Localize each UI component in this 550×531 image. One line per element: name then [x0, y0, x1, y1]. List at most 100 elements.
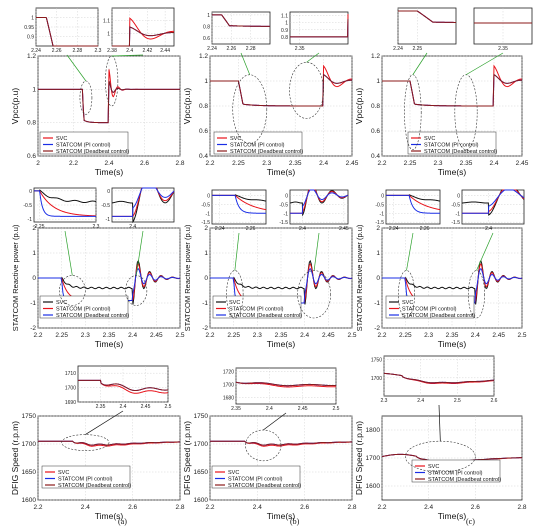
vpcc-a-inset-1-xtick-label: 2.4 — [126, 48, 133, 54]
q-a-ytick-label: -2 — [30, 325, 36, 332]
q-c-inset-0-ytick-label: -1 — [380, 211, 385, 217]
speed-c-legend-label: STATCOM (Deadbeat control) — [428, 477, 501, 483]
vpcc-b-legend-label: STATCOM (PI control) — [230, 143, 285, 149]
vpcc-b-inset-1-xtick-label: 2.35 — [295, 46, 305, 52]
speed-a-inset-0-ytick-label: 1710 — [65, 371, 76, 377]
q-b-ytick-label: -1 — [202, 300, 208, 307]
q-c-inset-0-ytick-label: -1.5 — [375, 220, 384, 226]
q-b-inset-0-xtick-label: 2.26 — [246, 226, 256, 232]
q-b-ytick-label: 0 — [204, 275, 208, 282]
q-c-zoom-arrow — [406, 232, 414, 271]
q-c-inset-0-ytick-label: -0.5 — [375, 202, 384, 208]
q-c-xtick-label: 2.4 — [471, 332, 480, 339]
vpcc-b-inset-0-xtick-label: 2.28 — [246, 46, 256, 52]
q-c-inset-0-ytick-label: 0 — [381, 193, 384, 199]
speed-c-inset-0: 2.3 2.4 2.5 2.6 1700 1750 — [371, 355, 498, 473]
vpcc-c-xtick-label: 2.45 — [516, 160, 529, 167]
vpcc-b-ytick-label: 1.2 — [199, 53, 208, 60]
q-a-xtick-label: 2.25 — [55, 332, 68, 339]
vpcc-b-ytick-label: 1 — [204, 78, 208, 85]
speed-b-inset-0-xtick-label: 2.35 — [231, 406, 241, 412]
speed-a-ytick-label: 1750 — [22, 413, 37, 420]
q-a-inset-1-ytick-label: 0 — [107, 189, 110, 195]
speed-c-inset-0-xtick-label: 2.5 — [454, 398, 461, 404]
q-c-inset-1-series-pi — [462, 189, 525, 214]
speed-a-legend-label: STATCOM (PI control) — [58, 477, 113, 483]
speed-b-inset-0-xtick-label: 2.45 — [298, 406, 308, 412]
speed-b-xtick-label: 2.2 — [205, 504, 214, 511]
speed-a-ytick-label: 1600 — [22, 497, 37, 504]
vpcc-c-series-deadbeat — [382, 73, 523, 107]
q-b-xtick-label: 2.5 — [347, 332, 356, 339]
vpcc-b-inset-1: 2.35 0.80.911.1 — [281, 11, 349, 119]
speed-c-zoom-arrow — [438, 404, 441, 442]
speed-b-inset-0-xtick-label: 2.4 — [266, 406, 273, 412]
q-b-xtick-label: 2.3 — [253, 332, 262, 339]
q-b-ytick-label: -2 — [202, 325, 208, 332]
q-a-inset-1-ytick-label: -0.5 — [101, 203, 110, 209]
vpcc-a-legend-box — [39, 131, 129, 155]
chart-q-a: 2.2 2.25 2.3 2.35 2.4 2.45 2.5 -2 -1 0 1 2 Time(s) ST… — [11, 187, 185, 349]
q-a-inset-0: 2.25 2.3 -1 -0.5 0 — [23, 187, 100, 306]
vpcc-a-inset-0-xtick-label: 2.26 — [52, 48, 62, 54]
q-c-xtick-label: 2.25 — [399, 332, 412, 339]
q-a-xtick-label: 2.3 — [81, 332, 90, 339]
vpcc-a-inset-1-frame — [111, 7, 175, 47]
speed-a-xtick-label: 2.8 — [175, 504, 184, 511]
q-c-zoom-ellipse — [468, 270, 485, 319]
speed-b-ytick-label: 1700 — [194, 441, 209, 448]
vpcc-b-ytick-label: 0.6 — [199, 128, 208, 135]
q-c-xtick-label: 2.5 — [517, 332, 526, 339]
vpcc-a-xtick-label: 2.4 — [104, 160, 113, 167]
speed-c-inset-0-xtick-label: 2.3 — [381, 398, 388, 404]
vpcc-c-ytick-label: 1 — [376, 78, 380, 85]
chart-speed-b: 2.2 2.4 2.6 2.8 1600 1650 1700 1750 Time(s) DFIG … — [182, 367, 357, 521]
vpcc-b-inset-1-ytick-label: 1.1 — [281, 14, 288, 20]
q-b-xlabel: Time(s) — [267, 339, 296, 349]
vpcc-c-inset-0-xtick-label: 2.24 — [393, 46, 403, 52]
speed-c-legend-label: SVC — [428, 464, 439, 470]
vpcc-a-inset-1-xtick-label: 2.44 — [160, 48, 170, 54]
q-b-zoom-ellipse — [297, 270, 331, 319]
vpcc-a-inset-0-ytick-label: 0.95 — [24, 25, 34, 31]
speed-b-inset-0-xtick-label: 2.5 — [333, 406, 340, 412]
speed-c-legend-box — [411, 459, 501, 483]
q-b-ytick-label: 2 — [204, 225, 208, 232]
q-a-ytick-label: 2 — [32, 225, 36, 232]
vpcc-a-xtick-label: 2 — [36, 160, 40, 167]
speed-a-inset-0: 2.35 2.4 2.45 2.5 1690 1700 1710 — [61, 365, 172, 451]
q-a-inset-1-xtick-label: 2.4 — [129, 224, 136, 230]
q-b-inset-0: 2.24 2.26 -1.5 -1 -0.5 0 — [201, 189, 267, 319]
vpcc-c-xtick-label: 2.3 — [433, 160, 442, 167]
q-a-ylabel: STATCOM Reactive power (p.u) — [11, 224, 20, 331]
q-b-inset-1-ytick-label: -0.5 — [279, 202, 288, 208]
q-b-inset-0-xtick-label: 2.24 — [215, 226, 225, 232]
speed-a-ytick-label: 1700 — [22, 441, 37, 448]
q-c-ylabel: STATCOM Reactive power (p.u) — [355, 224, 364, 331]
q-b-xtick-label: 2.2 — [205, 332, 214, 339]
vpcc-a-ytick-label: 0.6 — [27, 153, 36, 160]
vpcc-a-inset-1-xtick-label: 2.38 — [107, 48, 117, 54]
vpcc-a-legend-label: STATCOM (PI control) — [56, 143, 111, 149]
speed-a-xlabel: Time(s) — [95, 511, 124, 521]
q-b-zoom-ellipse — [226, 270, 244, 319]
speed-b-legend-label: SVC — [228, 470, 239, 476]
q-b-inset-0-ytick-label: -0.5 — [201, 202, 210, 208]
chart-vpcc-a: 2 2.2 2.4 2.6 2.8 0.6 0.8 1 1.2 Time(s) Vpcc(p.u) S… — [10, 7, 185, 177]
speed-a-xtick-label: 2.2 — [33, 504, 42, 511]
vpcc-c-xtick-label: 2.4 — [489, 160, 498, 167]
chart-q-c: 2.2 2.25 2.3 2.35 2.4 2.45 2.5 -2 -1 0 1 2 Time(s) ST… — [355, 189, 527, 349]
q-c-inset-0-xtick-label: 2.26 — [420, 226, 430, 232]
vpcc-b-xtick-label: 2.45 — [346, 160, 359, 167]
speed-c-inset-0-frame — [383, 355, 495, 397]
q-a-inset-1-series-pi — [112, 187, 175, 217]
vpcc-c-ytick-label: 0.4 — [371, 153, 380, 160]
speed-b-ytick-label: 1600 — [194, 497, 209, 504]
vpcc-b-zoom-arrow — [240, 52, 251, 75]
speed-b-legend-label: STATCOM (PI control) — [228, 477, 283, 483]
vpcc-b-inset-1-ytick-label: 1 — [285, 21, 288, 27]
vpcc-a-xtick-label: 2.6 — [140, 160, 149, 167]
